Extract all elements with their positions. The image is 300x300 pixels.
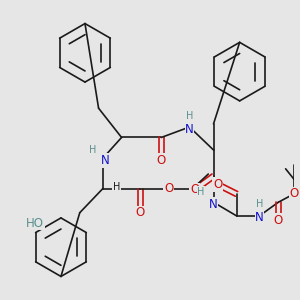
Text: O: O (290, 188, 298, 200)
Text: O: O (274, 214, 283, 226)
Text: N: N (100, 154, 109, 167)
Text: H: H (186, 110, 193, 121)
Text: O: O (164, 182, 173, 195)
Text: O: O (136, 206, 145, 219)
Text: H: H (113, 182, 120, 192)
Text: HO: HO (26, 217, 44, 230)
Text: O: O (157, 154, 166, 167)
Text: O: O (213, 178, 222, 191)
Text: N: N (185, 123, 194, 136)
Text: H: H (88, 145, 96, 155)
Text: H: H (197, 187, 205, 197)
Text: H: H (256, 199, 263, 209)
Text: O: O (190, 183, 199, 196)
Text: N: N (209, 198, 218, 211)
Text: N: N (255, 212, 264, 224)
